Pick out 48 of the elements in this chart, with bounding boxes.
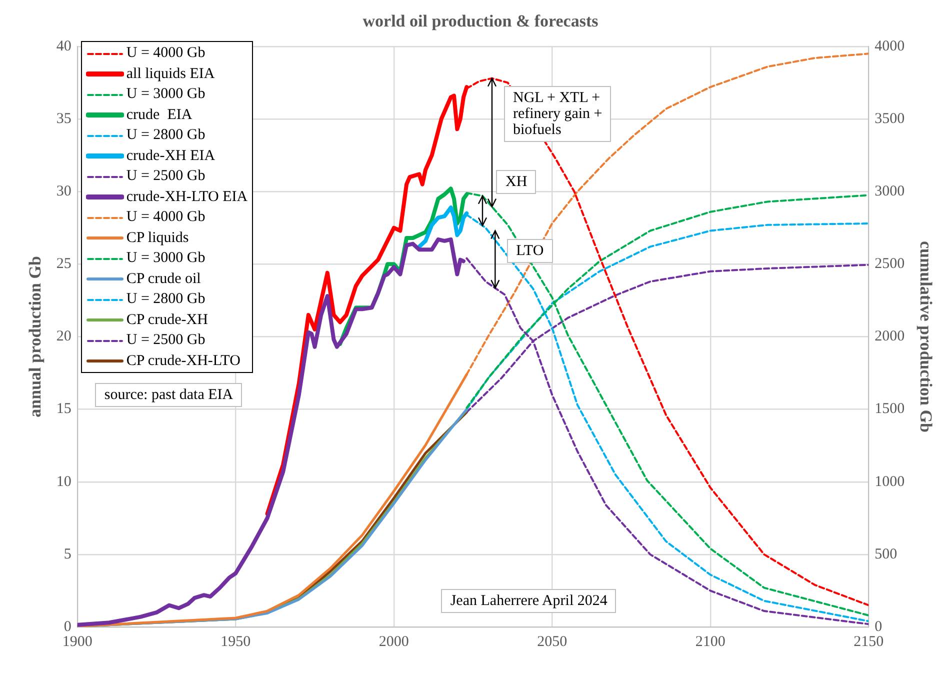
legend-label: crude-XH-LTO EIA [126,188,248,206]
legend-label: U = 3000 Gb [126,250,206,268]
x-tick-label: 2100 [695,634,726,650]
legend-label: crude-XH EIA [126,148,216,165]
legend-label: U = 4000 Gb [126,209,206,226]
annotation: source: past data EIA [95,383,242,408]
y-tick-label: 10 [56,474,72,490]
legend-label: CP crude oil [126,270,201,288]
chart-title: world oil production & forecasts [362,12,599,31]
x-tick-label: 2000 [378,634,409,650]
x-tick-label: 1950 [220,634,251,650]
y-tick-label: 35 [56,110,72,127]
legend-label: CP crude-XH-LTO [126,352,240,370]
legend-label: CP crude-XH [126,312,208,329]
y-tick-label: 20 [56,328,72,345]
legend-label: U = 2800 Gb [126,127,206,144]
legend-label: CP liquids [126,230,189,247]
legend-label: U = 4000 Gb [126,45,206,62]
y2-tick-label: 1500 [874,401,905,418]
y2-axis-title: cumulative production Gb [916,240,936,432]
annotation: XH [496,170,536,194]
y-tick-label: 15 [56,401,72,418]
annotation: NGL + XTL + refinery gain + biofuels [504,86,612,142]
y-tick-label: 30 [56,183,72,200]
x-tick-label: 1900 [62,634,92,650]
y2-tick-label: 500 [874,546,898,562]
legend-label: U = 2500 Gb [126,168,206,186]
x-tick-label: 2150 [854,634,884,650]
annotation: LTO [507,238,553,263]
y2-tick-label: 3000 [874,183,905,200]
legend-label: U = 2800 Gb [126,291,206,308]
legend-label: all liquids EIA [126,66,215,83]
y2-tick-label: 1000 [874,474,905,490]
legend-label: U = 3000 Gb [126,86,206,104]
y-axis-title: annual production Gb [26,256,45,418]
annotation: Jean Laherrere April 2024 [441,589,616,613]
y2-tick-label: 3500 [874,110,905,127]
y2-tick-label: 0 [874,618,882,635]
y-tick-label: 40 [56,38,72,54]
y2-tick-label: 4000 [874,38,905,54]
x-tick-label: 2050 [537,634,568,650]
legend-label: crude EIA [126,106,192,124]
y2-tick-label: 2000 [874,328,905,345]
y-tick-label: 0 [64,618,72,635]
y-tick-label: 25 [56,256,72,272]
legend-label: U = 2500 Gb [126,332,206,350]
y2-tick-label: 2500 [874,256,905,272]
y-tick-label: 5 [64,546,72,562]
